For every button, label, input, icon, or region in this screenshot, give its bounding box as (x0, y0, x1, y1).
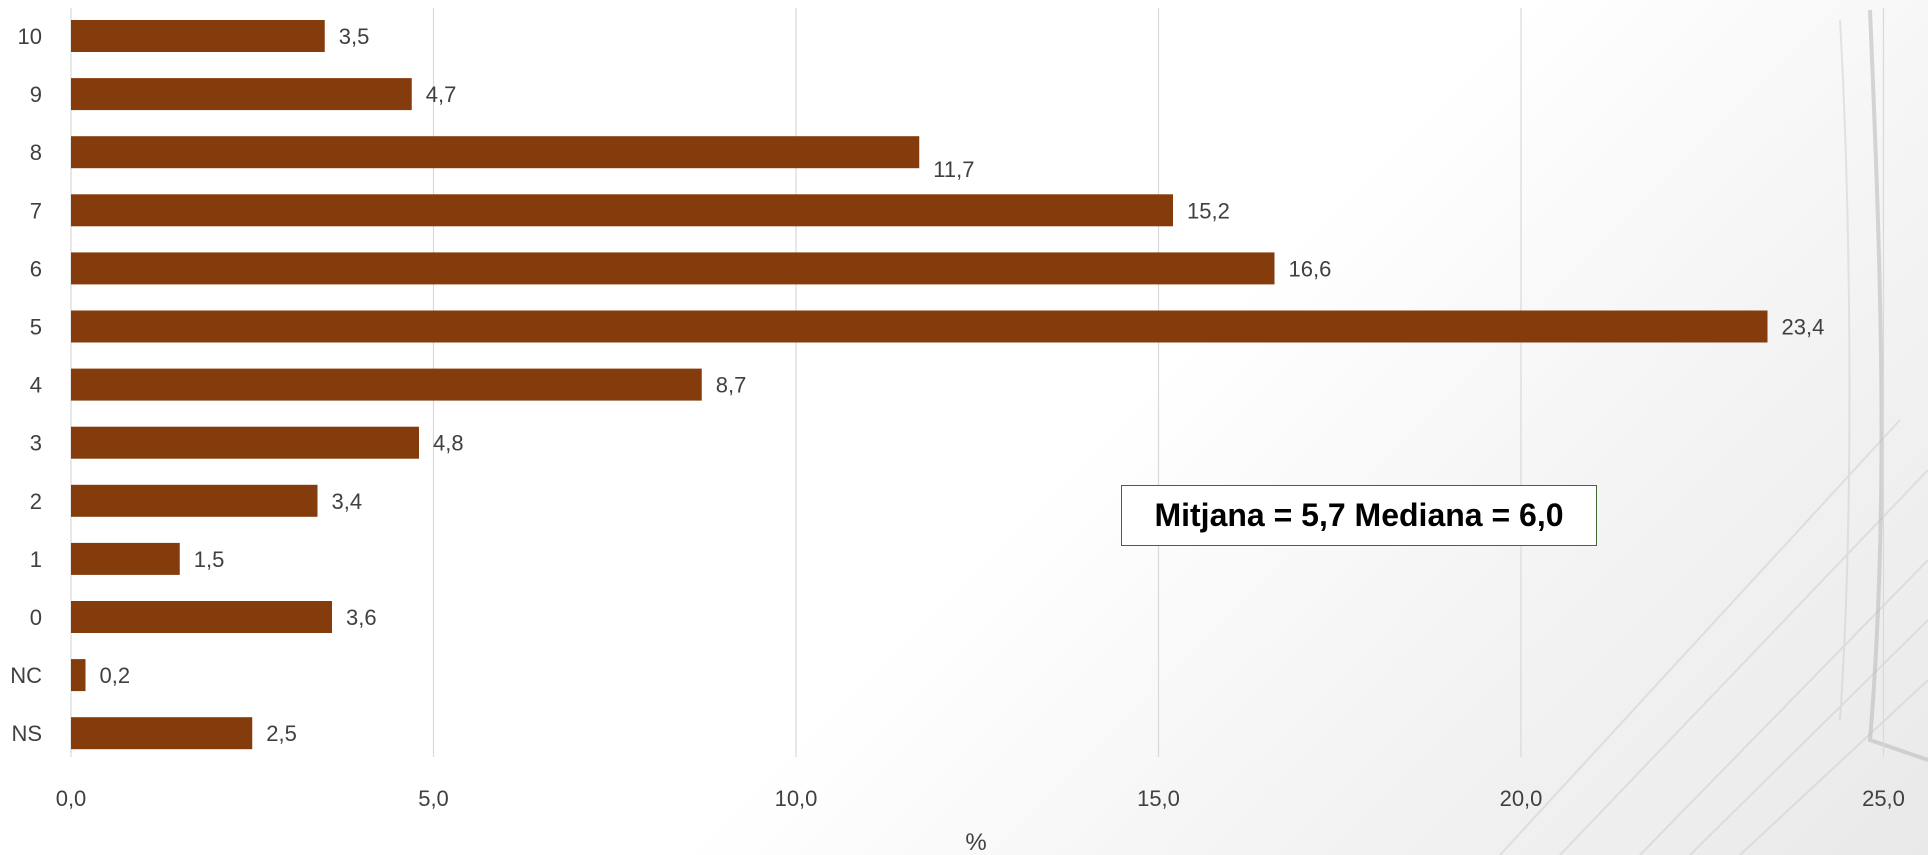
bar-10 (71, 20, 325, 52)
x-axis-title: % (965, 829, 986, 855)
category-label-2: 2 (30, 489, 42, 514)
bars (71, 20, 1768, 750)
data-label-5: 23,4 (1782, 315, 1825, 340)
category-label-10: 10 (18, 24, 42, 49)
x-tick-label: 15,0 (1137, 786, 1180, 811)
bar-7 (71, 194, 1173, 227)
category-label-5: 5 (30, 315, 42, 340)
x-tick-label: 10,0 (775, 786, 818, 811)
bar-2 (71, 484, 318, 517)
category-label-0: 0 (30, 605, 42, 630)
x-tick-label: 20,0 (1500, 786, 1543, 811)
data-label-3: 4,8 (433, 431, 464, 456)
bar-8 (71, 136, 920, 169)
category-label-ns: NS (11, 721, 42, 746)
stats-annotation-text: Mitjana = 5,7 Mediana = 6,0 (1154, 497, 1564, 533)
x-tick-label: 5,0 (418, 786, 449, 811)
x-tick-label: 0,0 (56, 786, 87, 811)
data-label-8: 11,7 (933, 157, 974, 182)
category-label-6: 6 (30, 256, 42, 281)
category-label-8: 8 (30, 140, 42, 165)
data-label-6: 16,6 (1289, 256, 1332, 281)
bar-5 (71, 310, 1768, 343)
bar-nc (71, 659, 86, 692)
data-label-10: 3,5 (339, 24, 370, 49)
category-label-3: 3 (30, 431, 42, 456)
data-label-2: 3,4 (332, 489, 363, 514)
data-label-0: 3,6 (346, 605, 377, 630)
bar-9 (71, 78, 412, 111)
bar-1 (71, 542, 180, 575)
stats-annotation-box: Mitjana = 5,7 Mediana = 6,0 (1121, 485, 1597, 546)
category-label-4: 4 (30, 373, 42, 398)
bar-3 (71, 426, 419, 459)
category-label-nc: NC (10, 663, 42, 688)
data-label-9: 4,7 (426, 82, 457, 107)
bar-ns (71, 717, 253, 750)
data-label-4: 8,7 (716, 373, 747, 398)
category-label-7: 7 (30, 198, 42, 223)
data-label-7: 15,2 (1187, 198, 1230, 223)
bar-4 (71, 368, 702, 401)
data-label-nc: 0,2 (100, 663, 131, 688)
category-label-9: 9 (30, 82, 42, 107)
bar-0 (71, 601, 332, 633)
category-label-1: 1 (30, 547, 42, 572)
data-label-ns: 2,5 (266, 721, 297, 746)
data-label-1: 1,5 (194, 547, 225, 572)
x-tick-label: 25,0 (1862, 786, 1905, 811)
bar-6 (71, 252, 1275, 285)
